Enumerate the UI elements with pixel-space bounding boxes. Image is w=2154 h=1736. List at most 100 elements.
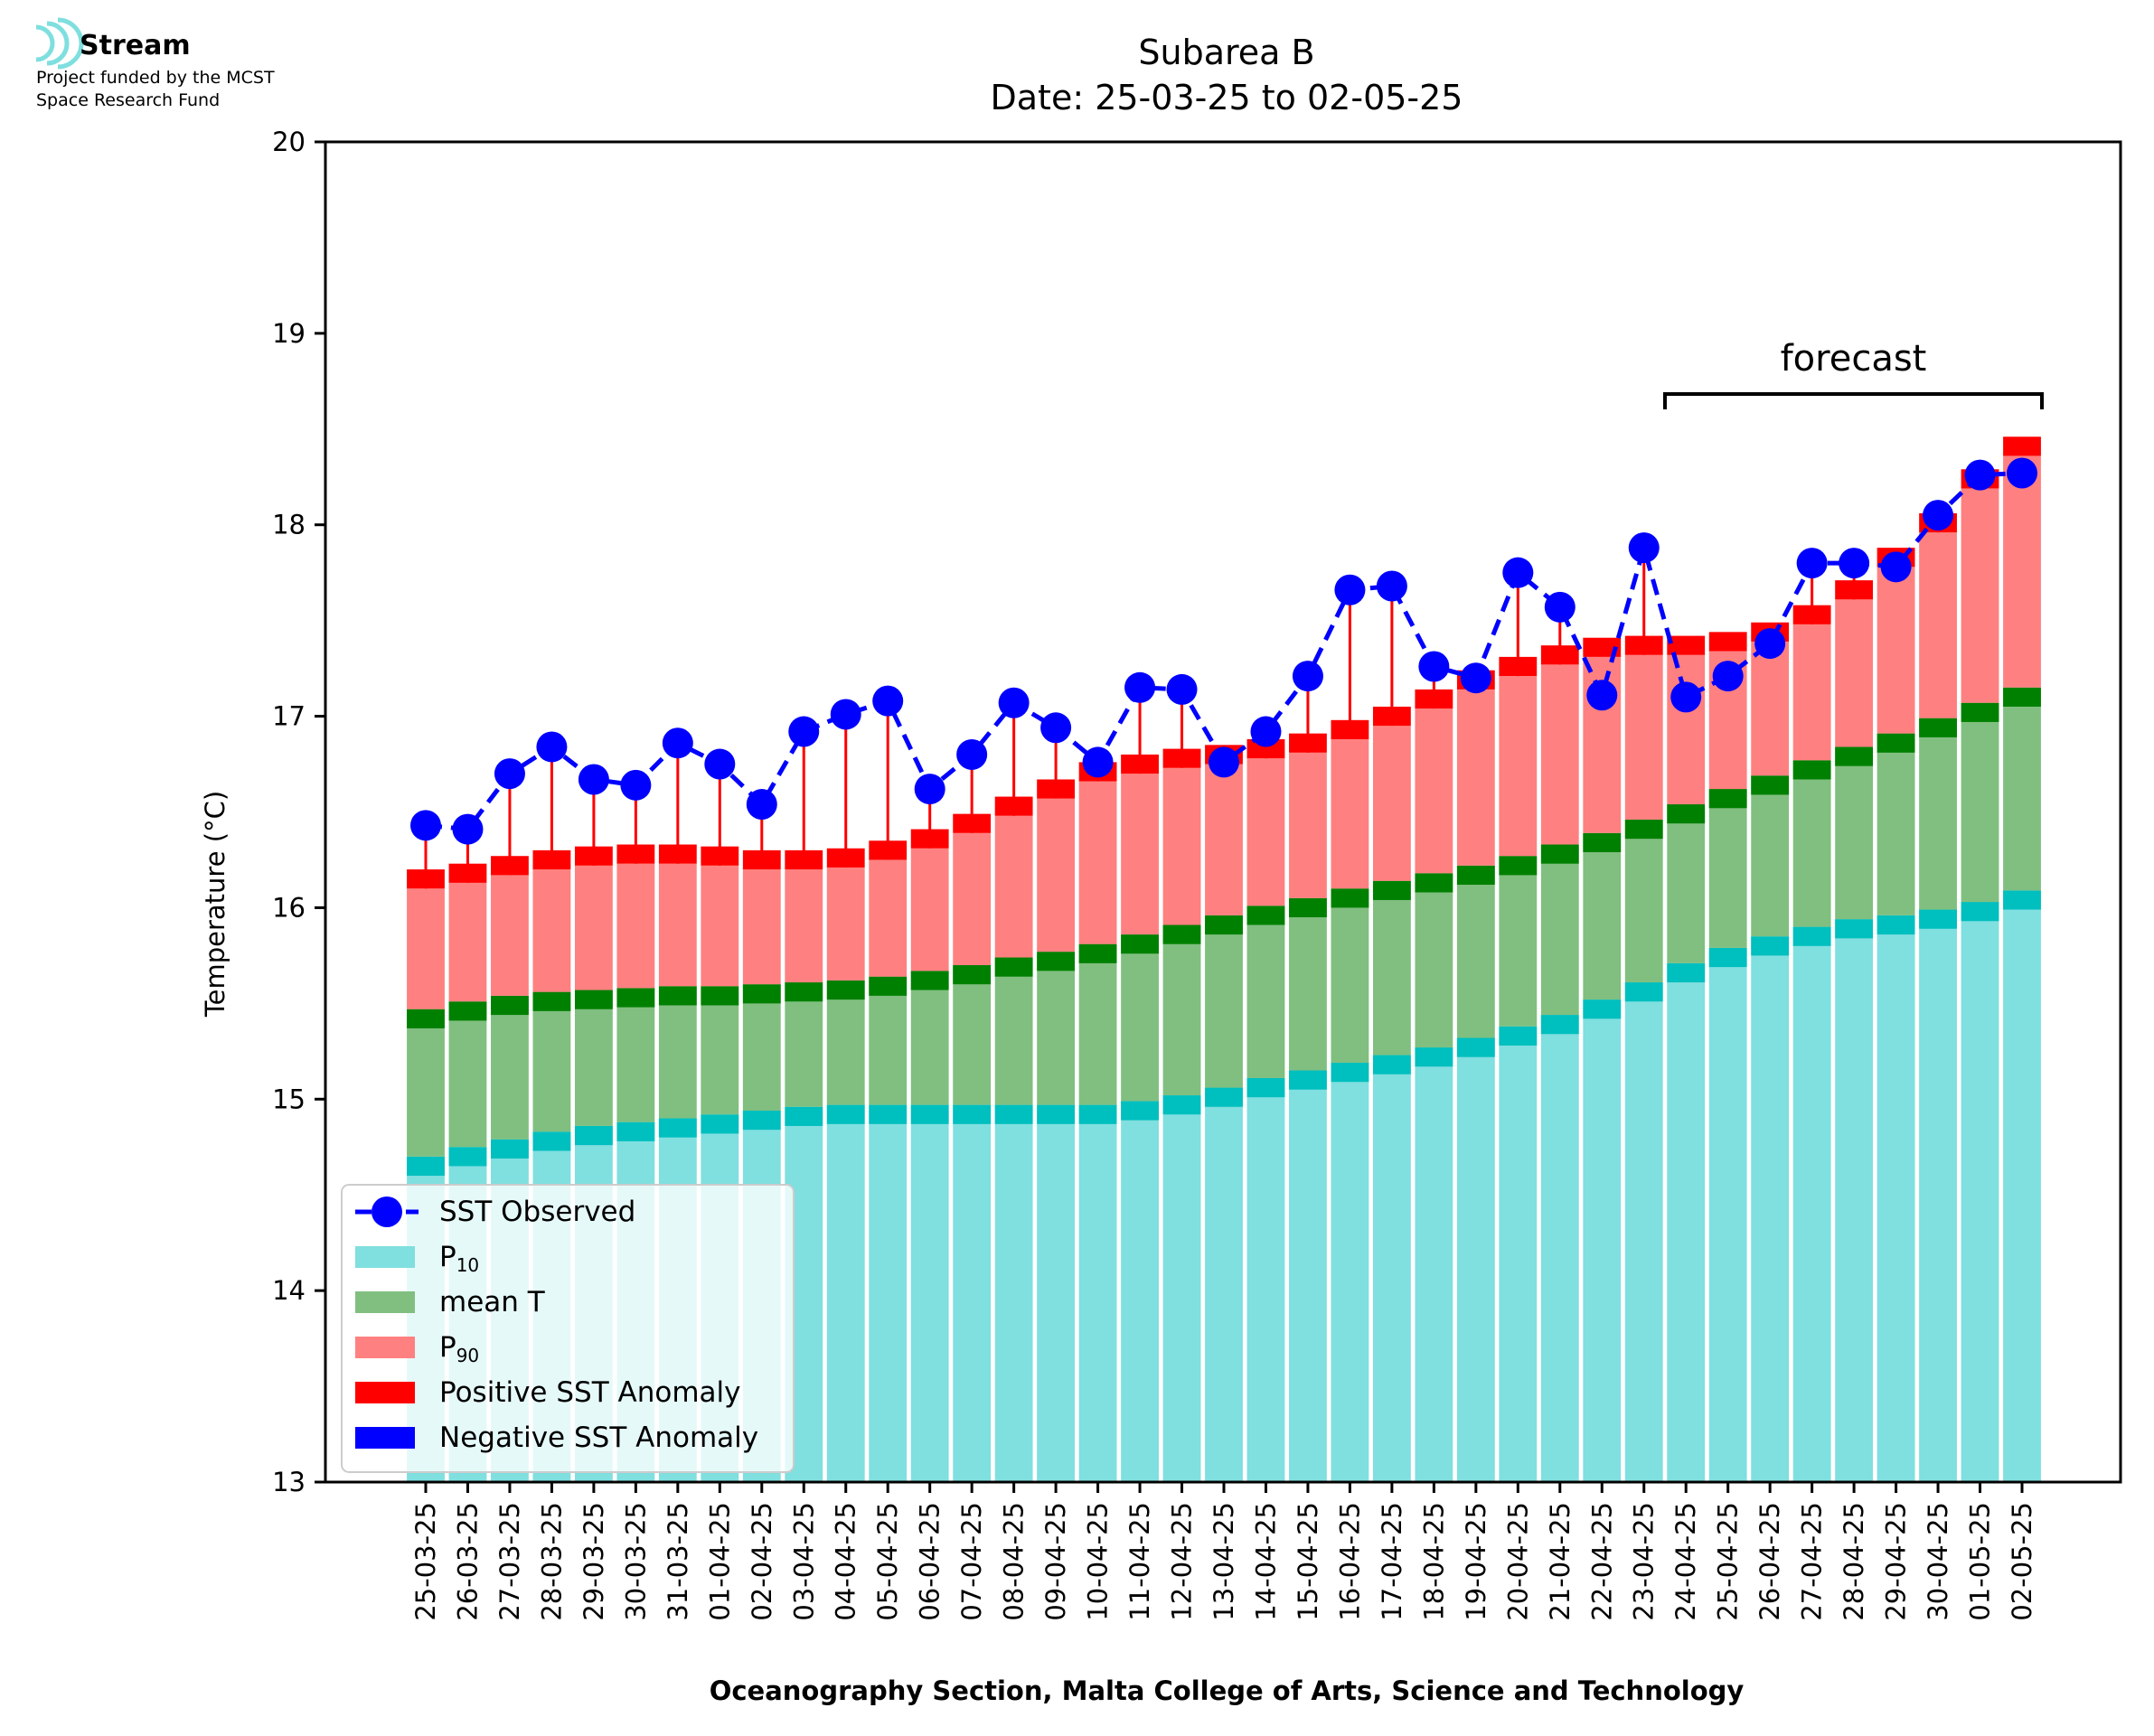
bar-p10 [1751, 936, 1790, 1482]
y-tick-label: 17 [272, 701, 306, 732]
y-tick-label: 14 [272, 1275, 306, 1306]
bar-p10 [1583, 999, 1622, 1482]
bar-p10-edge [574, 1125, 613, 1146]
bar-mean [2003, 687, 2041, 891]
bar-p90 [1624, 654, 1663, 820]
y-tick-label: 13 [272, 1467, 306, 1497]
x-tick-label: 09-04-25 [1040, 1502, 1071, 1621]
bar-p10 [1331, 1063, 1369, 1482]
sst-point [1796, 548, 1828, 579]
bar-p10 [953, 1104, 992, 1482]
x-tick-label: 28-04-25 [1839, 1502, 1869, 1621]
legend-swatch [355, 1291, 415, 1313]
bar-p10-edge [1289, 1070, 1327, 1090]
bar-mean-edge [1331, 888, 1369, 908]
bar-mean-edge [994, 957, 1033, 977]
bar-p90 [1415, 708, 1453, 874]
logo-line1: Project funded by the MCST [36, 68, 275, 88]
bar-mean [826, 980, 865, 1105]
x-tick-label: 17-04-25 [1377, 1502, 1407, 1621]
y-tick-label: 18 [272, 510, 306, 540]
legend-swatch [355, 1246, 415, 1268]
bar-mean-edge [1877, 733, 1915, 753]
x-tick-label: 29-04-25 [1881, 1502, 1912, 1621]
sst-line-layer [410, 457, 2037, 845]
bar-mean-edge [1835, 746, 1874, 766]
bar-p10-edge [953, 1104, 992, 1124]
bar-p10-edge [1372, 1055, 1411, 1074]
bar-mean [1499, 856, 1538, 1027]
x-tick-label: 12-04-25 [1167, 1502, 1198, 1621]
bar-mean-edge [1162, 924, 1201, 944]
legend-label: Negative SST Anomaly [439, 1422, 758, 1454]
bar-mean-edge [407, 1009, 445, 1028]
bar-p10-edge [1205, 1087, 1243, 1107]
bar-mean [742, 984, 781, 1111]
bar-mean-edge [1121, 934, 1159, 954]
bar-mean-edge [1246, 906, 1285, 925]
sst-point [2007, 457, 2037, 489]
bar-mean-edge [1961, 702, 1999, 722]
bar-mean-edge [1205, 915, 1243, 935]
x-tick-label: 20-04-25 [1502, 1502, 1533, 1621]
sst-point [410, 810, 441, 841]
sst-point [536, 731, 568, 763]
bar-mean-edge [701, 986, 739, 1006]
bar-p10-edge [1835, 919, 1874, 939]
bar-p90 [2003, 455, 2041, 688]
bar-p90 [1499, 676, 1538, 857]
bar-p90 [953, 832, 992, 965]
bar-p10 [1037, 1104, 1076, 1482]
sst-point [1628, 532, 1660, 564]
bar-p10 [1246, 1077, 1285, 1482]
bar-p90 [532, 869, 571, 992]
sst-point [1376, 570, 1407, 602]
bar-p10 [2003, 890, 2041, 1482]
bar-p90 [574, 865, 613, 990]
sst-point [494, 758, 525, 790]
x-tick-label: 23-04-25 [1629, 1502, 1660, 1621]
bar-p10-edge [1540, 1015, 1579, 1035]
x-tick-label: 01-04-25 [704, 1502, 735, 1621]
bar-mean-edge [869, 976, 908, 996]
sst-point [452, 813, 484, 845]
bar-p90 [1037, 798, 1076, 952]
stream-logo-icon [35, 17, 84, 70]
bar-p90 [1121, 774, 1159, 935]
x-tick-label: 10-04-25 [1083, 1502, 1114, 1621]
bar-p10 [1078, 1104, 1117, 1482]
bar-p90 [1456, 689, 1495, 866]
bar-p10-edge [1415, 1047, 1453, 1067]
x-tick-label: 30-03-25 [620, 1502, 651, 1621]
bar-mean [491, 995, 529, 1140]
bar-p10-edge [1499, 1026, 1538, 1046]
logo-name: Stream [80, 30, 191, 61]
bar-mean-edge [1540, 844, 1579, 864]
bar-mean-edge [574, 990, 613, 1009]
bar-p90 [1792, 624, 1831, 761]
legend-swatch [355, 1382, 415, 1403]
sst-point [1460, 662, 1491, 694]
sst-point [1082, 746, 1114, 778]
bar-p90-cap [1708, 632, 1747, 652]
y-tick-label: 16 [272, 892, 306, 923]
bar-mean-edge [1415, 873, 1453, 893]
x-tick-label: 16-04-25 [1334, 1502, 1365, 1621]
bar-mean-edge [448, 1001, 487, 1021]
x-tick-label: 02-05-25 [2007, 1502, 2037, 1621]
bar-p90 [407, 888, 445, 1009]
bar-p10-edge [701, 1114, 739, 1134]
bar-p90 [869, 859, 908, 977]
bar-p10 [1624, 982, 1663, 1482]
bar-mean [1961, 702, 1999, 903]
x-tick-label: 08-04-25 [999, 1502, 1030, 1621]
bar-p10 [1835, 919, 1874, 1482]
x-tick-label: 26-03-25 [452, 1502, 483, 1621]
x-axis-label: Oceanography Section, Malta College of A… [710, 1675, 1745, 1706]
bar-p10-edge [1792, 926, 1831, 946]
x-tick-label: 25-03-25 [410, 1502, 441, 1621]
sst-point [956, 738, 988, 770]
x-tick-label: 27-03-25 [494, 1502, 525, 1621]
bar-mean-edge [1708, 789, 1747, 809]
